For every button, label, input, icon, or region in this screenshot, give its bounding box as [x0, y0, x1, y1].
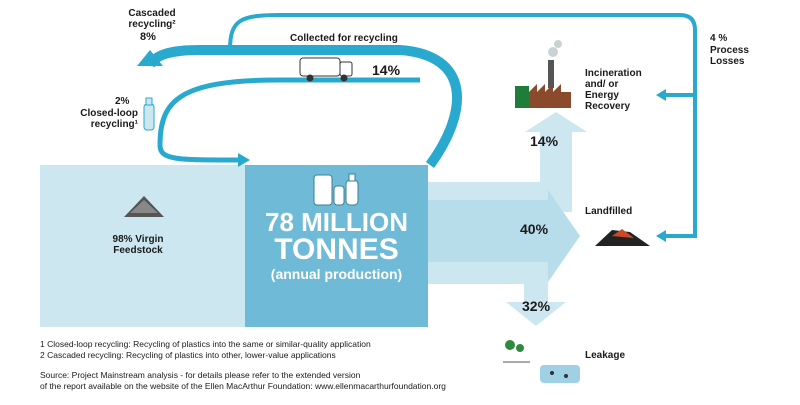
collected-pct: 14%	[372, 62, 401, 78]
center-line2: TONNES	[274, 233, 399, 266]
cascaded-label: Cascaded recycling²	[128, 8, 176, 30]
virgin-feedstock-flow	[40, 165, 250, 327]
cascaded-pct: 8%	[140, 31, 156, 43]
bottle-icon	[143, 97, 155, 131]
incineration-label: Incineration and/ or Energy Recovery	[585, 68, 642, 112]
process-losses-label: Process Losses	[710, 45, 749, 67]
pellets-icon	[124, 196, 164, 217]
process-losses-arrowhead	[656, 89, 666, 101]
leakage-flow	[428, 262, 566, 326]
center-line3: (annual production)	[270, 266, 403, 282]
footnote-1: 1 Closed-loop recycling: Recycling of pl…	[40, 339, 371, 349]
cascaded-arrowhead	[137, 50, 163, 66]
process-losses-path	[228, 13, 697, 97]
incineration-pct: 14%	[530, 133, 559, 149]
landfilled-pct: 40%	[520, 221, 549, 237]
source-line-1: Source: Project Mainstream analysis - fo…	[40, 370, 361, 380]
closed-loop-pct: 2%	[115, 96, 130, 107]
landfilled-label: Landfilled	[585, 206, 633, 217]
collected-band	[145, 45, 463, 168]
center-line1: 78 MILLION	[264, 207, 408, 237]
collected-label: Collected for recycling	[290, 33, 398, 44]
closed-loop-label: Closed-loop recycling¹	[80, 108, 138, 130]
leakage-icon	[503, 340, 580, 383]
leakage-label: Leakage	[585, 350, 626, 361]
closed-loop-return	[157, 144, 241, 163]
process-losses-pct: 4 %	[710, 33, 728, 44]
factory-icon	[515, 40, 571, 108]
landfill-loss-arrowhead	[656, 230, 666, 242]
source-line-2: of the report available on the website o…	[40, 381, 446, 391]
landfill-icon	[595, 229, 650, 246]
incineration-flow	[428, 112, 587, 212]
bottles-icon	[313, 173, 359, 206]
footnote-2: 2 Cascaded recycling: Recycling of plast…	[40, 350, 336, 360]
closed-loop-path	[157, 77, 420, 146]
virgin-feedstock-label: 98% Virgin Feedstock	[112, 234, 164, 256]
landfill-loss-path	[665, 95, 697, 238]
closed-loop-arrowhead	[238, 153, 250, 167]
landfill-flow	[428, 190, 580, 282]
truck-icon	[299, 57, 353, 82]
leakage-pct: 32%	[522, 298, 551, 314]
